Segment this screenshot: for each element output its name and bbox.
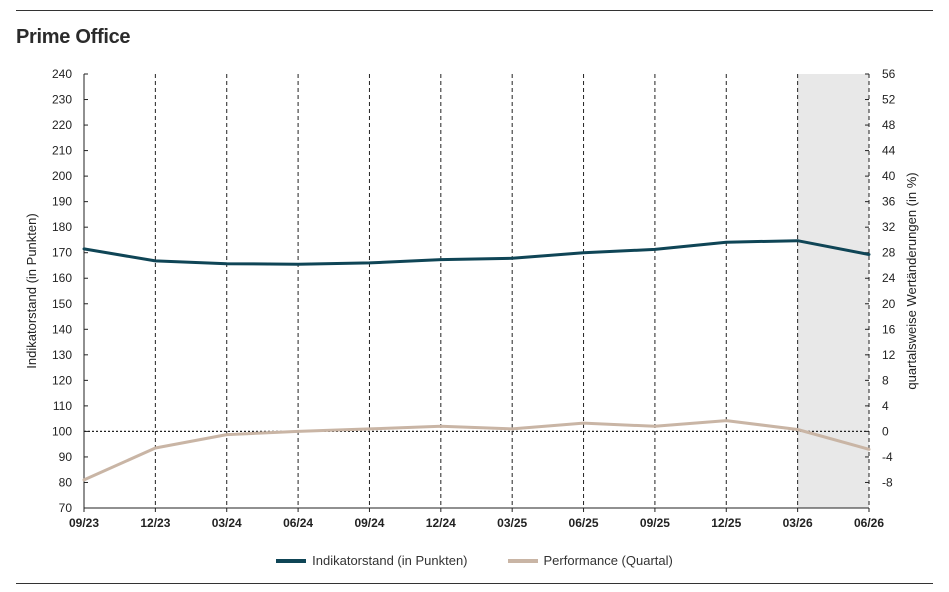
left-tick-label-70: 70 — [59, 501, 73, 515]
legend-label-indikatorstand: Indikatorstand (in Punkten) — [312, 553, 468, 568]
right-tick-label-16: 16 — [882, 322, 896, 336]
x-tick-label-09/24: 09/24 — [354, 516, 384, 530]
line-chart: 2402302202102001901801701601501401301201… — [24, 67, 919, 530]
x-tick-label-12/24: 12/24 — [426, 516, 456, 530]
left-tick-label-230: 230 — [52, 93, 72, 107]
x-tick-label-03/24: 03/24 — [212, 516, 242, 530]
left-tick-label-110: 110 — [53, 399, 72, 413]
right-tick-label--4: -4 — [882, 450, 893, 464]
left-tick-label-170: 170 — [52, 246, 72, 260]
right-tick-label-12: 12 — [882, 348, 896, 362]
legend-item-indikatorstand: Indikatorstand (in Punkten) — [276, 553, 468, 568]
right-tick-label-56: 56 — [882, 67, 896, 81]
left-tick-label-160: 160 — [52, 271, 72, 285]
series-line-indikatorstand — [82, 239, 871, 266]
forecast-shaded-region — [797, 74, 869, 508]
right-tick-label-32: 32 — [882, 220, 896, 234]
series-line-performance — [82, 419, 871, 482]
x-tick-label-09/23: 09/23 — [69, 516, 99, 530]
right-tick-label-4: 4 — [882, 399, 889, 413]
legend-swatch-indikatorstand — [276, 558, 307, 563]
right-tick-label-44: 44 — [882, 144, 896, 158]
right-tick-label-28: 28 — [882, 246, 896, 260]
x-tick-label-09/25: 09/25 — [640, 516, 670, 530]
legend: Indikatorstand (in Punkten) Performance … — [0, 553, 949, 568]
left-tick-label-80: 80 — [59, 475, 73, 489]
right-tick-label-40: 40 — [882, 169, 896, 183]
right-tick-label-24: 24 — [882, 271, 896, 285]
legend-label-performance: Performance (Quartal) — [543, 553, 673, 568]
chart-title: Prime Office — [16, 26, 131, 48]
x-tick-label-12/25: 12/25 — [711, 516, 741, 530]
right-tick-label--8: -8 — [882, 475, 893, 489]
x-tick-label-06/25: 06/25 — [569, 516, 599, 530]
left-tick-label-190: 190 — [52, 195, 72, 209]
right-axis-title: quartalsweise Wertänderungen (in %) — [904, 172, 919, 389]
right-tick-label-36: 36 — [882, 195, 896, 209]
x-tick-label-03/26: 03/26 — [783, 516, 813, 530]
x-tick-label-06/24: 06/24 — [283, 516, 313, 530]
right-tick-label-8: 8 — [882, 373, 889, 387]
right-tick-label-20: 20 — [882, 297, 896, 311]
left-tick-label-240: 240 — [52, 67, 72, 81]
left-tick-label-180: 180 — [52, 220, 72, 234]
left-tick-label-100: 100 — [52, 424, 72, 438]
top-rule — [16, 10, 933, 11]
x-tick-label-06/26: 06/26 — [854, 516, 884, 530]
x-tick-label-12/23: 12/23 — [140, 516, 170, 530]
left-tick-label-220: 220 — [52, 118, 72, 132]
left-tick-label-150: 150 — [52, 297, 72, 311]
x-tick-label-03/25: 03/25 — [497, 516, 527, 530]
left-tick-label-210: 210 — [52, 144, 72, 158]
left-axis-title: Indikatorstand (in Punkten) — [24, 213, 39, 368]
right-tick-label-0: 0 — [882, 424, 889, 438]
legend-item-performance: Performance (Quartal) — [507, 553, 673, 568]
bottom-rule — [16, 583, 933, 584]
left-tick-label-90: 90 — [59, 450, 73, 464]
left-tick-label-130: 130 — [52, 348, 72, 362]
right-tick-label-48: 48 — [882, 118, 896, 132]
left-tick-label-200: 200 — [52, 169, 72, 183]
left-tick-label-120: 120 — [52, 373, 72, 387]
legend-swatch-performance — [507, 558, 538, 563]
right-tick-label-52: 52 — [882, 93, 896, 107]
left-tick-label-140: 140 — [52, 322, 72, 336]
